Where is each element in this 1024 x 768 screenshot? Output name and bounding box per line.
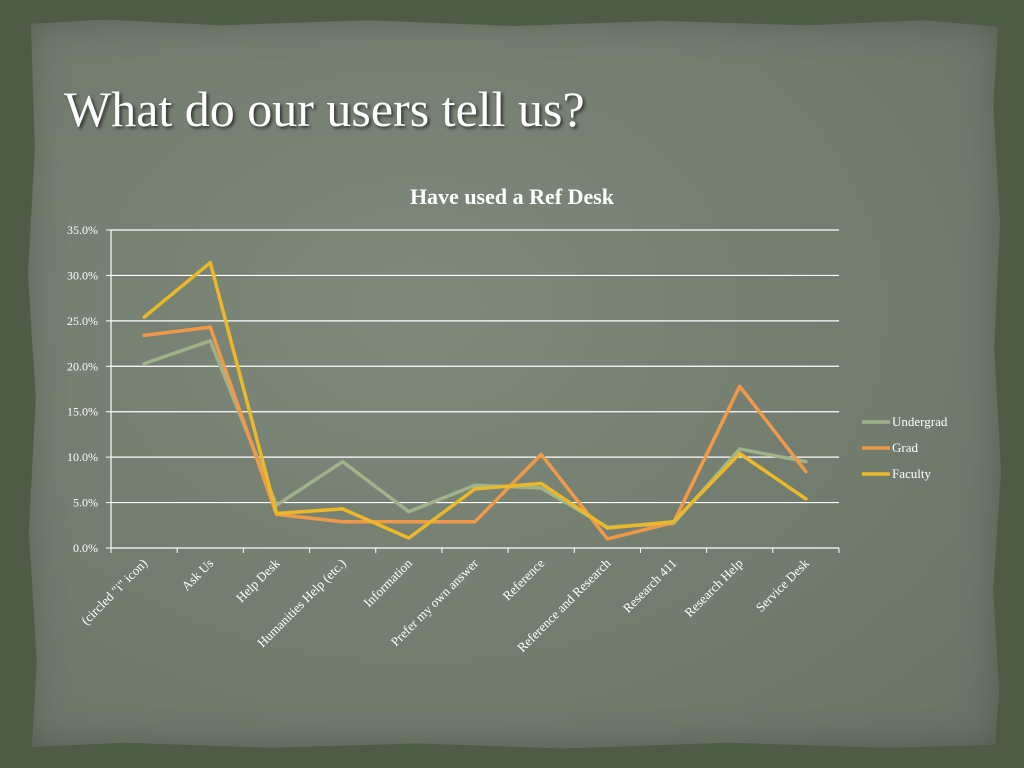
legend-item-grad: Grad — [862, 440, 918, 455]
x-tick-label: Help Desk — [233, 555, 283, 605]
legend-label: Grad — [892, 440, 918, 455]
chart-grid — [111, 229, 839, 504]
y-tick-label: 0.0% — [73, 541, 98, 555]
y-tick-label: 15.0% — [67, 405, 98, 419]
legend-label: Undergrad — [892, 414, 948, 429]
x-tick-label: Information — [360, 555, 415, 610]
x-tick-label: Research Help — [681, 556, 745, 620]
y-axis: 0.0% 5.0% 10.0% 15.0% 20.0% 25.0% 30.0% 35.0% — [67, 223, 112, 555]
chart-legend: Undergrad Grad Faculty — [862, 414, 948, 481]
x-tick-label: Research 411 — [620, 556, 680, 616]
legend-item-faculty: Faculty — [862, 466, 931, 481]
slide-title: What do our users tell us? — [64, 81, 585, 137]
y-tick-label: 25.0% — [67, 314, 98, 328]
slide-background — [27, 19, 1002, 749]
legend-label: Faculty — [892, 466, 931, 481]
x-tick-label: Reference — [499, 555, 547, 603]
y-tick-label: 20.0% — [67, 359, 98, 373]
series-line-grad — [142, 325, 808, 541]
chart-title: Have used a Ref Desk — [410, 184, 615, 209]
series-line-undergrad — [142, 339, 808, 529]
x-tick-label: Service Desk — [753, 555, 813, 615]
x-axis: (circled "i" icon) Ask Us Help DeskHumanit… — [78, 547, 840, 655]
x-tick-label: (circled "i" icon) — [78, 556, 150, 628]
y-tick-label: 5.0% — [73, 496, 98, 510]
series-line-faculty — [142, 260, 808, 540]
y-tick-label: 30.0% — [67, 268, 98, 282]
chart-series — [142, 260, 808, 541]
y-tick-label: 35.0% — [67, 223, 98, 237]
legend-item-undergrad: Undergrad — [862, 414, 948, 429]
x-tick-label: Ask Us — [178, 556, 216, 594]
slide-texture — [27, 19, 1002, 749]
y-tick-label: 10.0% — [67, 450, 98, 464]
